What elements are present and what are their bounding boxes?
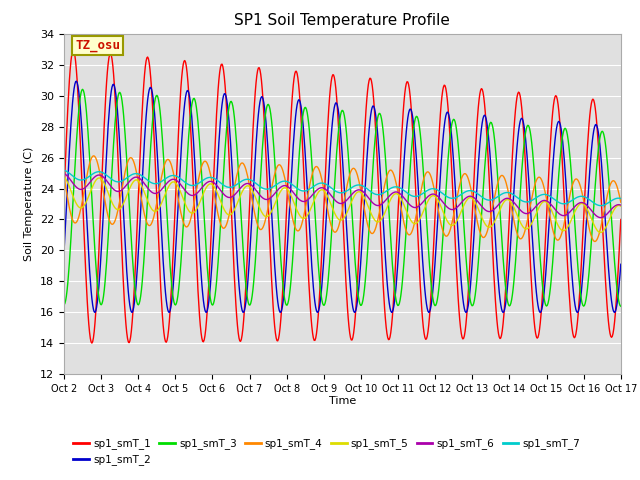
- Y-axis label: Soil Temperature (C): Soil Temperature (C): [24, 147, 35, 261]
- Legend: sp1_smT_1, sp1_smT_2, sp1_smT_3, sp1_smT_4, sp1_smT_5, sp1_smT_6, sp1_smT_7: sp1_smT_1, sp1_smT_2, sp1_smT_3, sp1_smT…: [69, 434, 584, 469]
- Title: SP1 Soil Temperature Profile: SP1 Soil Temperature Profile: [234, 13, 451, 28]
- Text: TZ_osu: TZ_osu: [75, 39, 120, 52]
- X-axis label: Time: Time: [329, 396, 356, 406]
